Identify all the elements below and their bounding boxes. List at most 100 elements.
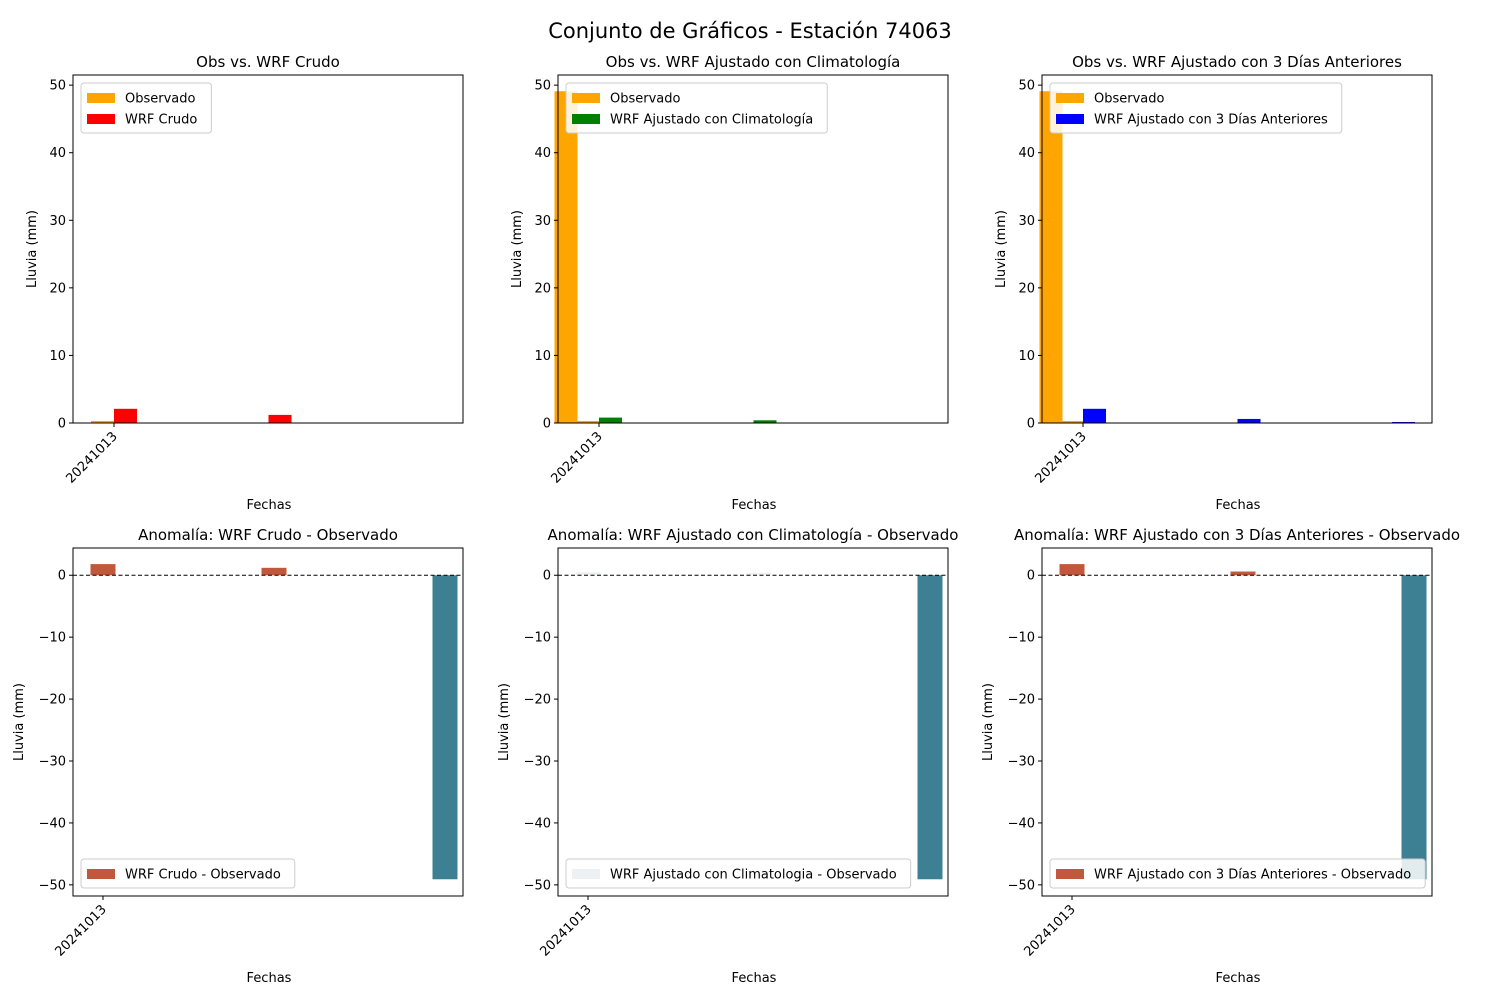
- subplot-5: Anomalía: WRF Ajustado con Climatología …: [497, 526, 958, 986]
- y-axis-label: Lluvia (mm): [25, 210, 40, 288]
- bar-wrf: [599, 417, 622, 423]
- y-tick-label: 50: [49, 79, 66, 94]
- y-tick-label: 40: [534, 146, 551, 161]
- y-tick-label: 0: [1027, 417, 1035, 432]
- y-tick-label: 20: [534, 281, 551, 296]
- legend: Observado WRF Ajustado con 3 Días Anterio…: [1049, 82, 1343, 134]
- y-tick-label: 0: [58, 569, 66, 584]
- y-tick-label: 30: [49, 214, 66, 229]
- bars: [575, 572, 943, 880]
- x-tick-label: 20241013: [537, 902, 594, 959]
- legend: WRF Crudo - Observado: [80, 858, 296, 889]
- anomaly-bar: [1401, 575, 1427, 880]
- y-tick-label: 30: [534, 214, 551, 229]
- x-axis-label: Fechas: [732, 971, 777, 986]
- x-tick-label: 20241013: [52, 902, 109, 959]
- bar-wrf: [114, 408, 137, 423]
- legend-box: [565, 858, 912, 889]
- bars: [576, 91, 1063, 424]
- y-tick-label: −30: [524, 755, 551, 770]
- legend-label: WRF Crudo - Observado: [125, 868, 281, 883]
- y-axis-label: Lluvia (mm): [981, 683, 996, 761]
- y-tick-label: 20: [1018, 281, 1035, 296]
- bar-observado: [1039, 91, 1063, 424]
- x-tick-label: 20241013: [1032, 429, 1089, 486]
- y-tick-label: −10: [1008, 631, 1035, 646]
- figure-title: Conjunto de Gráficos - Estación 74063: [548, 19, 952, 43]
- legend-label: WRF Ajustado con Climatología: [610, 113, 813, 128]
- plot-frame: [557, 74, 949, 424]
- bar-wrf: [1083, 408, 1106, 423]
- legend: Observado WRF Crudo: [80, 82, 212, 134]
- legend-swatch: [87, 869, 115, 879]
- y-tick-label: −30: [1008, 755, 1035, 770]
- legend-label: Observado: [125, 92, 196, 107]
- x-axis-label: Fechas: [247, 498, 292, 513]
- y-tick-label: −10: [39, 631, 66, 646]
- subplot-4: Anomalía: WRF Crudo - Observado −50 −40 −30…: [12, 526, 464, 986]
- legend-swatch: [572, 93, 600, 103]
- y-axis-label: Lluvia (mm): [12, 683, 27, 761]
- y-tick-label: −40: [1008, 816, 1035, 831]
- y-tick-label: −50: [39, 878, 66, 893]
- legend-swatch: [572, 114, 600, 124]
- x-tick-label: 20241013: [63, 429, 120, 486]
- x-axis-label: Fechas: [1216, 498, 1261, 513]
- subplot-3: Obs vs. WRF Ajustado con 3 Días Anterior…: [994, 53, 1433, 513]
- anomaly-bar: [746, 572, 772, 576]
- bar-wrf: [1392, 421, 1415, 423]
- anomaly-bar: [917, 575, 943, 880]
- y-axis-label: Lluvia (mm): [497, 683, 512, 761]
- subplots: Obs vs. WRF Crudo 0 10 20 30 40 50 Lluvia (mm) F…: [12, 53, 1460, 986]
- y-tick-label: 10: [534, 349, 551, 364]
- y-tick-label: −20: [1008, 693, 1035, 708]
- legend: WRF Ajustado con 3 Días Anteriores - Obs…: [1049, 858, 1426, 889]
- y-tick-label: −20: [524, 693, 551, 708]
- legend-label: Observado: [1094, 92, 1165, 107]
- bar-observado: [554, 91, 578, 424]
- y-tick-label: −40: [39, 816, 66, 831]
- y-tick-label: 10: [1018, 349, 1035, 364]
- y-tick-label: −50: [1008, 878, 1035, 893]
- bar-wrf: [753, 420, 777, 423]
- anomaly-bar: [1230, 571, 1256, 576]
- legend-swatch: [572, 869, 600, 879]
- y-axis-label: Lluvia (mm): [994, 210, 1009, 288]
- anomaly-bar: [1059, 564, 1085, 576]
- legend-box: [565, 82, 828, 134]
- subplot-1: Obs vs. WRF Crudo 0 10 20 30 40 50 Lluvia (mm) F…: [25, 53, 578, 513]
- legend-label: WRF Ajustado con 3 Días Anteriores - Obs…: [1094, 868, 1411, 883]
- x-axis-label: Fechas: [1216, 971, 1261, 986]
- legend-swatch: [87, 114, 115, 124]
- y-tick-label: 0: [543, 569, 551, 584]
- bars: [90, 564, 458, 880]
- subplot-title: Anomalía: WRF Ajustado con Climatología …: [548, 526, 959, 544]
- bars: [1059, 564, 1427, 880]
- bar-observado: [91, 420, 114, 423]
- legend-box: [80, 858, 296, 889]
- anomaly-bar: [575, 572, 601, 576]
- bar-observado: [576, 420, 599, 423]
- y-tick-label: 30: [1018, 214, 1035, 229]
- bar-wrf: [268, 414, 292, 423]
- legend-swatch: [1056, 869, 1084, 879]
- legend-swatch: [87, 93, 115, 103]
- legend-label: WRF Ajustado con 3 Días Anteriores: [1094, 113, 1328, 128]
- y-tick-label: −50: [524, 878, 551, 893]
- subplot-6: Anomalía: WRF Ajustado con 3 Días Anteri…: [981, 526, 1460, 986]
- x-axis-label: Fechas: [732, 498, 777, 513]
- y-tick-label: 40: [49, 146, 66, 161]
- legend-label: WRF Ajustado con Climatologia - Observad…: [610, 868, 897, 883]
- subplot-title: Obs vs. WRF Ajustado con 3 Días Anterior…: [1072, 53, 1402, 71]
- legend: Observado WRF Ajustado con Climatología: [565, 82, 828, 134]
- plot-frame: [557, 547, 949, 897]
- legend-label: WRF Crudo: [125, 113, 197, 128]
- subplot-title: Obs vs. WRF Ajustado con Climatología: [606, 53, 901, 71]
- legend-label: Observado: [610, 92, 681, 107]
- y-tick-label: −40: [524, 816, 551, 831]
- y-tick-label: 0: [1027, 569, 1035, 584]
- x-tick-label: 20241013: [548, 429, 605, 486]
- plot-frame: [1041, 74, 1433, 424]
- y-tick-label: 20: [49, 281, 66, 296]
